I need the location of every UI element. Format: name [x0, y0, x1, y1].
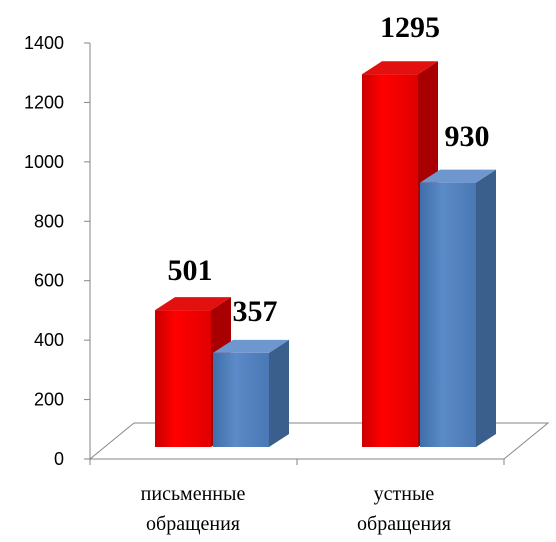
x-category-label: устные — [374, 483, 435, 505]
bar-0-1 — [213, 339, 289, 447]
y-tick-label: 1000 — [24, 152, 64, 172]
y-tick-label: 600 — [34, 271, 64, 291]
bar-side-face — [476, 169, 496, 447]
data-label: 357 — [233, 295, 278, 328]
y-tick-label: 1400 — [24, 33, 64, 53]
x-category-label: обращения — [146, 513, 240, 535]
bars-layer — [155, 61, 496, 447]
y-tick-label: 400 — [34, 330, 64, 350]
chart-floor — [88, 422, 550, 465]
y-tick-label: 200 — [34, 390, 64, 410]
bar-front-face — [420, 182, 476, 447]
data-label: 930 — [445, 120, 490, 153]
y-tick-label: 0 — [54, 449, 64, 469]
bar-front-face — [213, 352, 269, 447]
bar-front-face — [362, 74, 418, 447]
bar-top-face — [362, 61, 438, 75]
data-label: 501 — [168, 254, 213, 287]
x-category-label: обращения — [357, 513, 451, 535]
y-tick-label: 1200 — [24, 92, 64, 112]
bar-top-face — [213, 339, 289, 353]
y-tick-label: 800 — [34, 211, 64, 231]
bar-side-face — [269, 339, 289, 447]
bar-top-face — [420, 169, 496, 183]
bar-1-1 — [420, 169, 496, 447]
labels-layer: 501 357 письменные обращения 1295 930 устные об… — [141, 11, 490, 535]
bar-top-face — [155, 297, 231, 311]
data-label: 1295 — [380, 11, 440, 44]
x-category-label: письменные — [141, 483, 246, 505]
axis-layer: 0 200 400 600 800 1000 1200 1400 — [24, 33, 91, 469]
bar-front-face — [155, 310, 211, 447]
